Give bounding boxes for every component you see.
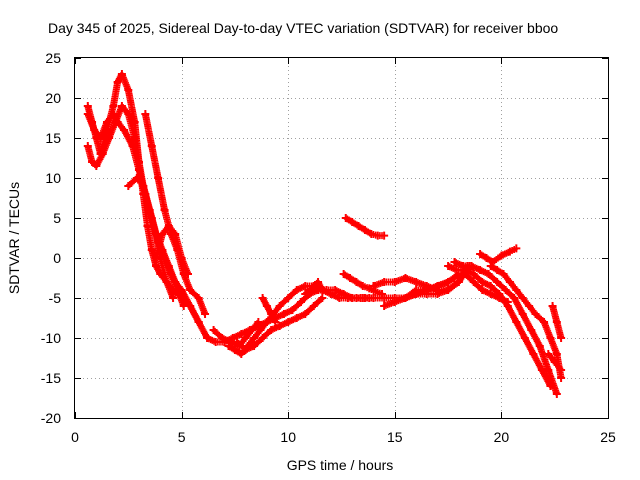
y-tick-label: -15	[41, 370, 61, 386]
y-tick-label: -10	[41, 330, 61, 346]
data-point	[503, 298, 512, 306]
x-tick-label: 25	[600, 429, 616, 445]
series-arc21	[461, 270, 512, 306]
y-tick-label: 15	[45, 130, 61, 146]
data-point	[318, 294, 327, 302]
plot-frame	[74, 57, 609, 419]
y-tick-label: -20	[41, 410, 61, 426]
x-tick-label: 0	[71, 429, 79, 445]
series-arc12	[301, 278, 327, 298]
series-arc14	[341, 214, 389, 240]
x-tick-label: 15	[387, 429, 403, 445]
data-point	[512, 244, 521, 253]
series-arc20	[444, 262, 555, 390]
series-arc24	[548, 302, 566, 342]
y-tick-label: 10	[45, 170, 61, 186]
series-arc18	[401, 274, 459, 302]
y-tick-label: 25	[45, 50, 61, 66]
x-axis-label: GPS time / hours	[287, 457, 394, 473]
data-point	[183, 270, 192, 278]
x-tick-label: 20	[494, 429, 510, 445]
data-point	[557, 374, 566, 382]
data-point	[201, 310, 210, 318]
tick-labels: 0 5 10 15 20 25 -20 -15 -10 -5 0 5 10 15 20 25	[41, 50, 616, 445]
data-point	[194, 318, 203, 326]
x-tick-label: 10	[280, 429, 296, 445]
series-arc22	[476, 244, 521, 266]
series-arc10	[233, 294, 327, 354]
y-tick-label: 5	[53, 210, 61, 226]
data-point	[557, 366, 566, 374]
data-marks	[83, 70, 566, 398]
x-tick-label: 5	[178, 429, 186, 445]
series-arc13	[339, 270, 387, 298]
y-axis-label: SDTVAR / TECUs	[6, 182, 22, 294]
data-point	[318, 286, 327, 294]
y-tick-label: 20	[45, 90, 61, 106]
data-point	[450, 274, 459, 282]
y-tick-label: -5	[49, 290, 62, 306]
series-arc19	[450, 258, 561, 398]
series-arc6	[152, 222, 192, 278]
data-point	[557, 334, 566, 342]
series-arc25	[544, 350, 566, 374]
data-point	[380, 231, 389, 240]
chart-title: Day 345 of 2025, Sidereal Day-to-day VTE…	[48, 20, 558, 36]
data-point	[271, 318, 280, 326]
data-point	[546, 382, 555, 390]
data-point	[169, 294, 178, 302]
data-point	[552, 390, 561, 398]
series-arc11	[258, 294, 280, 326]
y-tick-label: 0	[53, 250, 61, 266]
